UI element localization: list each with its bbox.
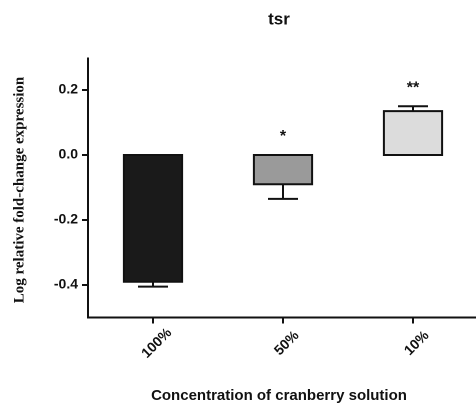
x-tick-label: 10% [401, 327, 433, 359]
y-tick-label: -0.2 [54, 211, 78, 227]
y-tick-label: 0.0 [59, 146, 79, 162]
bar [382, 110, 444, 156]
y-tick-label: -0.4 [54, 276, 78, 292]
x-axis-label: Concentration of cranberry solution [151, 387, 407, 404]
y-axis-label: Log relative fold-change expression [11, 76, 27, 303]
bar [122, 154, 184, 283]
x-tick-label: 50% [271, 327, 303, 359]
chart-title: tsr [268, 9, 290, 28]
bar [252, 154, 314, 186]
x-tick-label: 100% [138, 324, 175, 361]
y-tick-label: 0.2 [59, 81, 79, 97]
annotation: * [280, 128, 287, 145]
annotation: ** [407, 79, 420, 96]
